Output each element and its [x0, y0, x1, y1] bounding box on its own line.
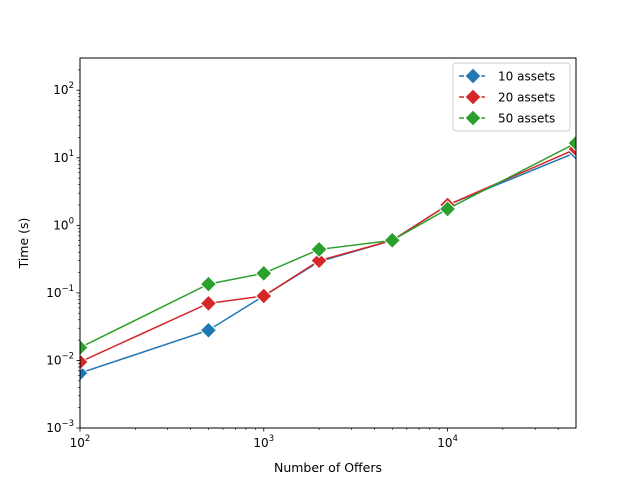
y-tick-label-base: 10	[53, 83, 68, 97]
data-point	[438, 200, 457, 218]
x-axis-label: Number of Offers	[274, 460, 382, 475]
legend-label: 20 assets	[498, 91, 555, 105]
data-point	[255, 287, 273, 305]
legend-marker	[464, 109, 482, 127]
x-axis-ticks: 102 103 104	[70, 428, 458, 450]
data-point	[199, 294, 218, 313]
legend-item: 50 assets	[459, 109, 555, 127]
data-point	[80, 338, 89, 357]
data-point	[199, 275, 218, 293]
legend-item: 10 assets	[459, 67, 555, 85]
y-tick-label-exponent: −2	[61, 351, 74, 361]
plot-frame	[79, 57, 577, 429]
x-tick-label-base: 10	[70, 436, 85, 450]
series-50-assets	[80, 134, 576, 357]
y-tick-label-base: 10	[46, 421, 61, 435]
y-tick-label-exponent: 1	[69, 149, 74, 159]
y-tick-label: 101	[53, 149, 74, 165]
data-point	[255, 264, 273, 283]
data-point	[567, 134, 576, 152]
series-layer	[80, 134, 576, 382]
y-tick-label: 10−2	[46, 351, 74, 367]
y-tick-label-exponent: −3	[61, 419, 74, 429]
data-point	[383, 231, 401, 250]
legend-marker	[464, 67, 482, 85]
x-tick-label-base: 10	[437, 436, 452, 450]
y-tick-label: 102	[53, 81, 74, 97]
x-tick-label-exponent: 4	[452, 434, 457, 444]
legend-item: 20 assets	[459, 88, 555, 106]
data-point	[310, 251, 328, 270]
y-axis-label: Time (s)	[16, 218, 31, 270]
x-tick-label: 104	[437, 434, 458, 450]
legend-label: 50 assets	[498, 112, 555, 126]
y-tick-label-exponent: −1	[61, 284, 74, 294]
y-tick-label: 100	[53, 216, 74, 232]
x-tick-label-base: 10	[253, 436, 268, 450]
y-tick-label-base: 10	[46, 353, 61, 367]
x-tick-label: 103	[253, 434, 274, 450]
data-point	[80, 353, 89, 371]
y-tick-label-exponent: 2	[69, 81, 74, 91]
y-tick-label-exponent: 0	[69, 216, 74, 226]
x-tick-label-exponent: 3	[269, 434, 274, 444]
legend-box	[452, 62, 571, 132]
x-tick-label-exponent: 2	[85, 434, 90, 444]
y-tick-label: 10−3	[46, 419, 74, 435]
data-point	[199, 321, 218, 339]
data-point	[310, 240, 328, 259]
legend-label: 10 assets	[498, 70, 555, 84]
y-tick-label-base: 10	[53, 151, 68, 165]
y-tick-label: 10−1	[46, 284, 74, 300]
legend: 10 assets 20 assets 50 assets	[452, 62, 571, 132]
data-point	[80, 364, 89, 382]
y-tick-label-base: 10	[53, 218, 68, 232]
legend-marker	[464, 88, 482, 106]
y-tick-label-base: 10	[46, 286, 61, 300]
x-tick-label: 102	[70, 434, 91, 450]
